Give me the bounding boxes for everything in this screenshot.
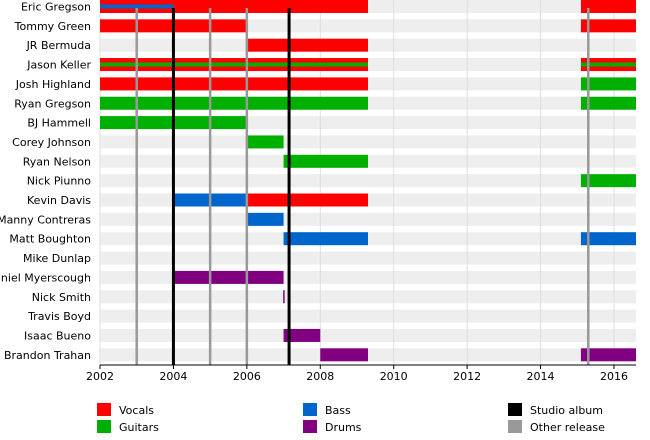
bar-manny-contreras-bass-0	[246, 212, 284, 226]
bar-isaac-bueno-drums-0	[283, 328, 321, 342]
x-tick-label-2002: 2002	[86, 370, 114, 383]
row-bands	[100, 0, 636, 362]
legend-swatch-guitars	[97, 420, 111, 433]
legend-label-studio-album: Studio album	[530, 404, 603, 417]
member-label-kevin-davis: Kevin Davis	[27, 194, 91, 207]
member-label-corey-johnson: Corey Johnson	[12, 136, 91, 149]
bar-brandon-trahan-drums-0	[320, 348, 368, 362]
member-label-ryan-nelson: Ryan Nelson	[23, 155, 91, 168]
bar-brandon-trahan-drums-1	[580, 348, 636, 362]
member-label-nick-smith: Nick Smith	[32, 291, 91, 304]
bar-josh-highland-guitars-1	[580, 77, 636, 91]
bar-eric-gregson-vocals-0	[100, 0, 368, 13]
member-label-eric-gregson: Eric Gregson	[21, 1, 91, 14]
bar-nick-piunno-guitars-0	[580, 174, 636, 188]
legend-swatch-vocals	[97, 403, 111, 416]
legend-label-bass: Bass	[325, 404, 351, 417]
member-label-travis-boyd: Travis Boyd	[27, 310, 91, 323]
row-band-mike-dunlap	[100, 251, 636, 265]
member-label-ryan-gregson: Ryan Gregson	[14, 97, 91, 110]
member-label-isaac-bueno: Isaac Bueno	[24, 329, 91, 342]
member-label-mike-dunlap: Mike Dunlap	[23, 252, 91, 265]
member-label-josh-highland: Josh Highland	[15, 78, 91, 91]
overlay-jason-keller-guitars-0	[100, 62, 368, 67]
x-tick-label-2004: 2004	[159, 370, 187, 383]
legend-swatch-studio-album	[508, 403, 522, 416]
bar-daniel-myerscough-drums-0	[173, 270, 284, 284]
row-band-travis-boyd	[100, 309, 636, 323]
bar-jr-bermuda-vocals-0	[246, 38, 368, 52]
member-label-matt-boughton: Matt Boughton	[9, 233, 91, 246]
x-tick-label-2014: 2014	[527, 370, 555, 383]
member-label-jason-keller: Jason Keller	[26, 59, 91, 72]
bar-nick-smith-drums-0	[283, 290, 285, 304]
bar-ryan-gregson-guitars-0	[100, 96, 368, 110]
member-label-brandon-trahan: Brandon Trahan	[4, 349, 91, 362]
overlay-eric-gregson-bass-0	[100, 4, 174, 9]
bar-ryan-nelson-guitars-0	[283, 154, 368, 168]
bar-tommy-green-vocals-1	[580, 19, 636, 33]
row-band-manny-contreras	[100, 212, 636, 226]
row-band-nick-smith	[100, 290, 636, 304]
member-label-tommy-green: Tommy Green	[14, 20, 91, 33]
member-label-manny-contreras: Manny Contreras	[0, 213, 91, 226]
bar-matt-boughton-bass-1	[580, 232, 636, 246]
bar-kevin-davis-vocals-1	[246, 193, 368, 207]
legend-swatch-other-release	[508, 420, 522, 433]
row-band-nick-piunno	[100, 174, 636, 188]
member-labels: Eric Gregson Tommy Green JR Bermuda Jason K…	[0, 1, 91, 362]
bar-josh-highland-vocals-0	[100, 77, 368, 91]
member-bars	[100, 0, 636, 362]
legend-swatch-drums	[303, 420, 317, 433]
legend-label-drums: Drums	[325, 421, 362, 434]
legend: Vocals Guitars Bass Drums Studio album Other …	[97, 403, 605, 434]
x-axis: 2002 2004 2006 2008 2010 2012 2014 2016	[86, 364, 636, 383]
bar-corey-johnson-guitars-0	[246, 135, 284, 149]
member-label-jr-bermuda: JR Bermuda	[26, 39, 91, 52]
x-tick-label-2016: 2016	[600, 370, 628, 383]
overlay-jason-keller-guitars-1	[580, 62, 636, 67]
x-tick-label-2008: 2008	[306, 370, 334, 383]
legend-label-other-release: Other release	[530, 421, 605, 434]
legend-label-guitars: Guitars	[119, 421, 159, 434]
x-tick-label-2010: 2010	[380, 370, 408, 383]
release-lines	[135, 8, 590, 365]
bar-ryan-gregson-guitars-1	[580, 96, 636, 110]
x-tick-label-2006: 2006	[233, 370, 261, 383]
legend-label-vocals: Vocals	[119, 404, 154, 417]
member-label-bj-hammell: BJ Hammell	[27, 117, 91, 130]
row-band-isaac-bueno	[100, 328, 636, 342]
bar-matt-boughton-bass-0	[283, 232, 368, 246]
x-tick-label-2012: 2012	[453, 370, 481, 383]
legend-swatch-bass	[303, 403, 317, 416]
member-label-nick-piunno: Nick Piunno	[27, 175, 92, 188]
member-label-daniel-myerscough: Daniel Myerscough	[0, 271, 91, 284]
bar-eric-gregson-vocals-1	[580, 0, 636, 13]
row-band-corey-johnson	[100, 135, 636, 149]
